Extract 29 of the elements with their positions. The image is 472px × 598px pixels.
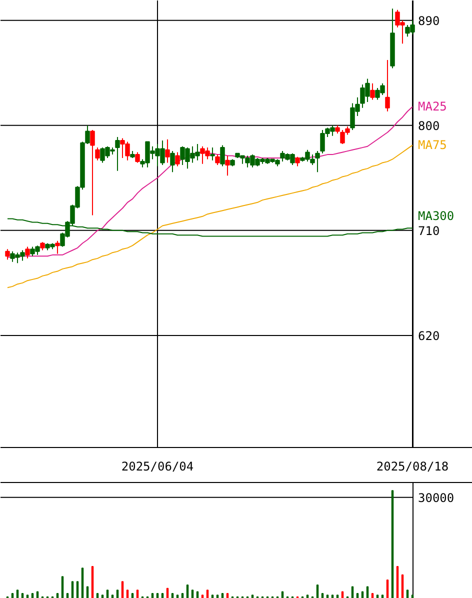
y-tick-label: 30000	[418, 490, 454, 505]
candlestick	[385, 60, 390, 112]
candlestick	[175, 152, 180, 167]
series-label: MA25	[418, 100, 447, 114]
x-tick-label: 2025/06/04	[121, 460, 194, 474]
candlestick	[170, 150, 175, 173]
series-label: MA300	[418, 209, 454, 224]
candlestick	[5, 248, 10, 260]
candlestick	[315, 150, 320, 173]
candlestick	[55, 240, 60, 254]
y-tick-label: 620	[418, 328, 440, 343]
y-tick-label: 800	[418, 118, 440, 133]
candlestick	[210, 147, 215, 161]
line-series	[7, 144, 413, 288]
y-tick-label: 710	[418, 224, 440, 238]
candlestick	[95, 147, 100, 161]
candlestick	[115, 136, 120, 172]
candlestick	[295, 156, 300, 167]
candlestick	[135, 152, 140, 164]
x-tick-label: 2025/08/18	[376, 460, 449, 474]
y-tick-label: 890	[418, 14, 440, 28]
candlestick	[90, 130, 95, 216]
candlestick	[370, 82, 375, 100]
candlestick	[225, 155, 230, 176]
candlestick	[165, 138, 170, 164]
candlestick	[25, 246, 30, 259]
series-label: MA75	[418, 138, 447, 152]
candlestick	[215, 154, 220, 166]
candlestick	[220, 144, 225, 167]
